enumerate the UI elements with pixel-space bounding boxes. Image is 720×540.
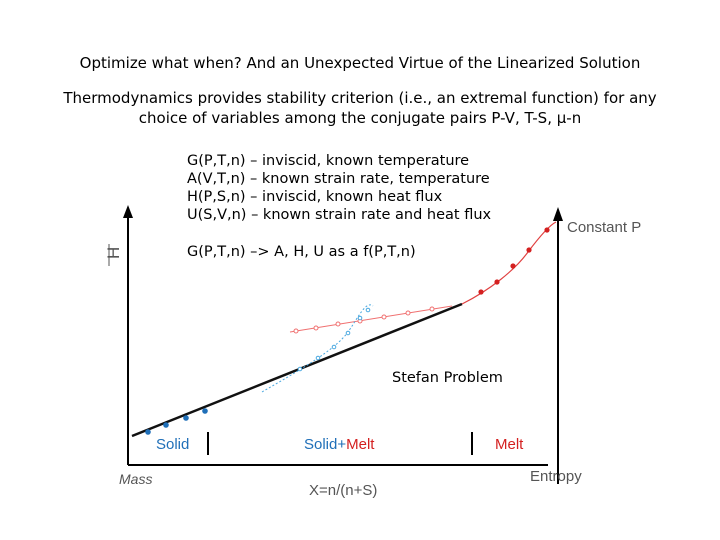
x-right-label: Entropy [530,468,582,485]
metastable-melt-point [405,310,411,316]
potential-item-u: U(S,V,n) – known strain rate and heat fl… [187,207,492,223]
right-axis-arrow [553,207,563,221]
mapping-text: G(P,T,n) –> A, H, U as a f(P,T,n) [187,244,416,260]
melt-point [544,227,550,233]
metastable-solid-point [297,366,303,372]
stefan-problem-label: Stefan Problem [392,370,503,386]
metastable-solid-point [345,330,351,336]
x-left-label: Mass [119,471,152,487]
melt-point [510,263,516,269]
solid-point [163,422,169,428]
melt-region-label: Melt [495,436,524,453]
potential-item-g: G(P,T,n) – inviscid, known temperature [187,153,470,169]
potential-list: G(P,T,n) – inviscid, known temperature A… [187,152,491,224]
metastable-solid-point [315,355,321,361]
solid-point [202,408,208,414]
melt-point [494,279,500,285]
linear-segment [131,302,463,438]
solid-melt-region-label: Solid+Melt [304,436,375,453]
metastable-melt-point [313,325,319,331]
slide-title: Optimize what when? And an Unexpected Vi… [79,54,641,72]
melt-point [526,247,532,253]
y-axis-arrow [123,205,133,218]
potential-item-a: A(V,T,n) – known strain rate, temperatur… [187,171,490,187]
melt-curve [461,221,557,305]
x-axis-label: X=n/(n+S) [309,482,377,499]
slide-subtitle: Thermodynamics provides stability criter… [63,89,657,127]
solid-point [183,415,189,421]
metastable-solid-line [261,304,374,393]
constant-p-label: Constant P [567,219,641,236]
solid-melt-melt-part: Melt [346,436,375,453]
solid-melt-plus: + [337,436,346,453]
metastable-melt-point [429,306,435,312]
metastable-solid-point [365,307,371,313]
solid-point [145,429,151,435]
metastable-melt-point [335,321,341,327]
solid-melt-solid-part: Solid [304,436,337,453]
y-axis-label: H [104,247,123,259]
metastable-solid-point [357,315,363,321]
metastable-melt-point [381,314,387,320]
potential-item-h: H(P,S,n) – inviscid, known heat flux [187,189,443,205]
metastable-melt-point [293,328,299,334]
metastable-solid-point [331,344,337,350]
solid-region-label: Solid [156,436,189,453]
melt-point [478,289,484,295]
